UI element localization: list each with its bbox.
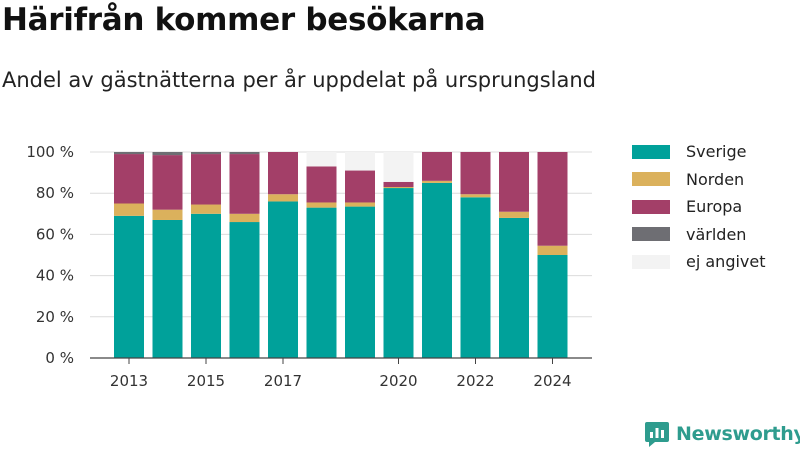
- legend-swatch: [632, 144, 670, 159]
- bar-segment: [499, 152, 529, 212]
- bar-segment: [306, 207, 337, 358]
- bar-segment: [345, 152, 375, 171]
- legend-label: Sverige: [686, 142, 747, 162]
- bar-segment: [383, 187, 414, 189]
- bar-segment: [537, 152, 568, 246]
- y-tick-label: 0 %: [45, 349, 74, 367]
- bar-segment: [383, 152, 414, 182]
- x-tick-label: 2017: [264, 372, 302, 390]
- bar-segment: [114, 154, 144, 204]
- bar-segment: [268, 194, 298, 202]
- bar-segment: [537, 245, 568, 255]
- bar-segment: [229, 154, 260, 214]
- bar-segment: [229, 222, 260, 358]
- chart-title: Härifrån kommer besökarna: [2, 2, 486, 38]
- x-tick-label: 2015: [187, 372, 225, 390]
- bar-segment: [422, 152, 452, 181]
- legend-item: Europa: [632, 193, 766, 221]
- legend-label: ej angivet: [686, 252, 766, 272]
- bar-segment: [152, 219, 183, 358]
- bar-segment: [306, 152, 337, 167]
- bar-segment: [114, 152, 144, 155]
- legend-label: Europa: [686, 197, 743, 217]
- legend-swatch: [632, 172, 670, 187]
- legend-swatch: [632, 254, 670, 269]
- brand-name: Newsworthy: [676, 423, 800, 445]
- bar-segment: [268, 152, 298, 195]
- axes: 0 % 20 % 40 % 60 % 80 % 100 % 2013 2015 2017 2020…: [26, 143, 592, 390]
- bar-segment: [268, 201, 298, 358]
- legend-item: Norden: [632, 166, 766, 194]
- y-tick-label: 60 %: [36, 225, 74, 243]
- y-tick-label: 80 %: [36, 184, 74, 202]
- bar-segment: [460, 152, 491, 195]
- bar-segment: [152, 155, 183, 210]
- y-tick-label: 100 %: [26, 143, 74, 161]
- bar-segment: [460, 197, 491, 358]
- legend: Sverige Norden Europa världen ej angivet: [632, 138, 766, 276]
- bar-segment: [152, 152, 183, 156]
- chart-subtitle: Andel av gästnätterna per år uppdelat på…: [2, 68, 596, 92]
- legend-label: världen: [686, 224, 747, 244]
- legend-label: Norden: [686, 169, 745, 189]
- bar-segment: [306, 202, 337, 208]
- y-tick-label: 20 %: [36, 308, 74, 326]
- bar-segment: [152, 209, 183, 220]
- bar-segment: [537, 255, 568, 358]
- bar-segment: [345, 206, 375, 358]
- x-tick-label: 2020: [379, 372, 417, 390]
- legend-swatch: [632, 199, 670, 214]
- bar-segment: [191, 204, 221, 214]
- bar-segment: [499, 217, 529, 358]
- bar-segment: [499, 211, 529, 218]
- bars: [114, 152, 568, 358]
- bar-segment: [229, 213, 260, 223]
- newsworthy-brand: Newsworthy: [644, 420, 800, 448]
- legend-swatch: [632, 227, 670, 242]
- bar-segment: [229, 152, 260, 155]
- bar-segment: [191, 152, 221, 155]
- bar-segment: [191, 213, 221, 358]
- x-tick-label: 2024: [533, 372, 571, 390]
- bar-segment: [345, 170, 375, 203]
- newsworthy-logo-icon: [645, 422, 669, 447]
- legend-item: ej angivet: [632, 248, 766, 276]
- bar-segment: [422, 180, 452, 183]
- bar-segment: [191, 154, 221, 205]
- legend-item: världen: [632, 221, 766, 249]
- y-tick-label: 40 %: [36, 267, 74, 285]
- bar-segment: [114, 215, 144, 358]
- x-tick-label: 2013: [110, 372, 148, 390]
- bar-segment: [114, 203, 144, 216]
- bar-segment: [383, 188, 414, 358]
- legend-item: Sverige: [632, 138, 766, 166]
- bar-segment: [306, 166, 337, 203]
- x-tick-label: 2022: [456, 372, 494, 390]
- bar-segment: [345, 202, 375, 207]
- bar-segment: [460, 194, 491, 198]
- bar-segment: [383, 181, 414, 188]
- bar-segment: [422, 182, 452, 358]
